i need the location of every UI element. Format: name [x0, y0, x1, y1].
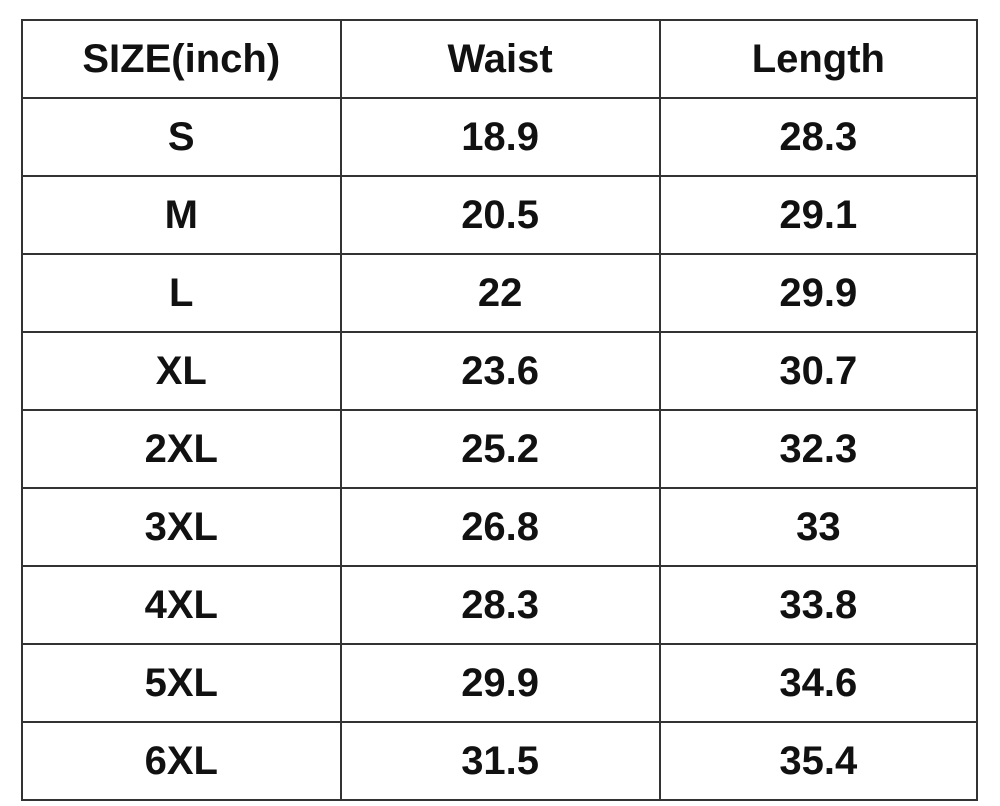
- table-row: XL 23.6 30.7: [21, 331, 979, 411]
- waist-cell: 28.3: [339, 565, 661, 645]
- size-cell: XL: [21, 331, 342, 411]
- length-cell: 32.3: [658, 409, 979, 489]
- size-cell: 5XL: [21, 643, 342, 723]
- size-cell: M: [21, 175, 342, 255]
- size-cell: S: [21, 97, 342, 177]
- table-row: 4XL 28.3 33.8: [21, 565, 979, 645]
- table-row: M 20.5 29.1: [21, 175, 979, 255]
- size-chart-table: SIZE(inch) Waist Length S 18.9 28.3 M 20.5 29…: [21, 19, 979, 801]
- length-cell: 34.6: [658, 643, 979, 723]
- waist-cell: 22: [339, 253, 661, 333]
- size-cell: 4XL: [21, 565, 342, 645]
- size-cell: 6XL: [21, 721, 342, 801]
- length-cell: 29.9: [658, 253, 979, 333]
- waist-cell: 29.9: [339, 643, 661, 723]
- table-row: 5XL 29.9 34.6: [21, 643, 979, 723]
- length-cell: 35.4: [658, 721, 979, 801]
- waist-cell: 26.8: [339, 487, 661, 567]
- table-row: L 22 29.9: [21, 253, 979, 333]
- size-cell: 3XL: [21, 487, 342, 567]
- length-cell: 30.7: [658, 331, 979, 411]
- header-row: SIZE(inch) Waist Length: [21, 19, 979, 99]
- header-waist: Waist: [339, 19, 661, 99]
- length-cell: 29.1: [658, 175, 979, 255]
- waist-cell: 18.9: [339, 97, 661, 177]
- table-row: 3XL 26.8 33: [21, 487, 979, 567]
- table-body: S 18.9 28.3 M 20.5 29.1 L 22 29.9 XL 23.6 30.7 2XL 25…: [21, 97, 979, 801]
- length-cell: 28.3: [658, 97, 979, 177]
- length-cell: 33: [658, 487, 979, 567]
- waist-cell: 25.2: [339, 409, 661, 489]
- table-row: 2XL 25.2 32.3: [21, 409, 979, 489]
- table-row: 6XL 31.5 35.4: [21, 721, 979, 801]
- waist-cell: 23.6: [339, 331, 661, 411]
- header-size: SIZE(inch): [21, 19, 342, 99]
- table-row: S 18.9 28.3: [21, 97, 979, 177]
- size-cell: 2XL: [21, 409, 342, 489]
- waist-cell: 31.5: [339, 721, 661, 801]
- size-cell: L: [21, 253, 342, 333]
- length-cell: 33.8: [658, 565, 979, 645]
- waist-cell: 20.5: [339, 175, 661, 255]
- header-length: Length: [658, 19, 979, 99]
